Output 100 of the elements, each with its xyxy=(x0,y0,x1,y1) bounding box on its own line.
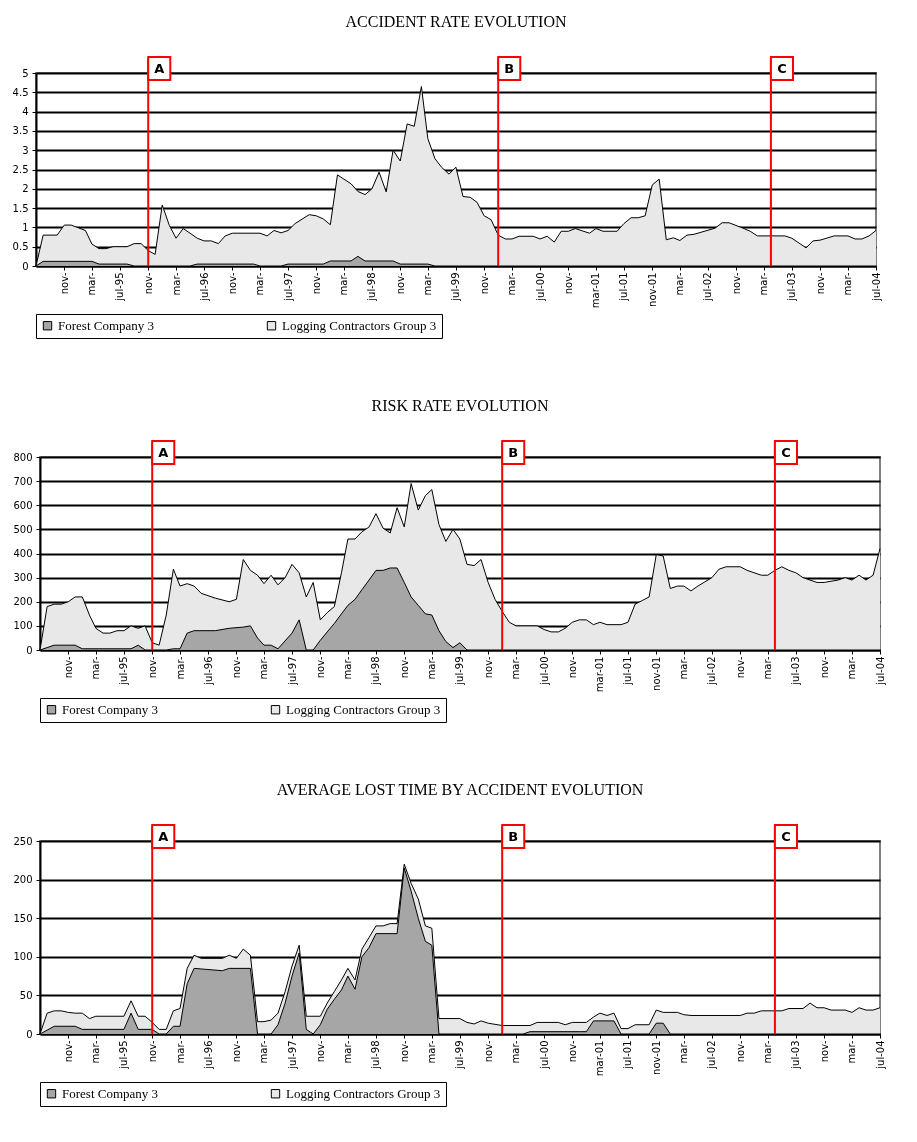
y-tick-label: 500 xyxy=(13,523,33,535)
x-tick-label: nov- xyxy=(482,1040,494,1063)
chart-title: ACCIDENT RATE EVOLUTION xyxy=(345,13,567,30)
ref-line-label: A xyxy=(158,445,169,460)
x-tick-label: mar- xyxy=(674,272,686,296)
x-tick-label: mar- xyxy=(342,656,354,680)
chart-title: RISK RATE EVOLUTION xyxy=(371,397,549,414)
x-tick-label: jul-03 xyxy=(786,272,798,302)
x-tick-label: mar-01 xyxy=(590,272,602,309)
x-tick-label: mar- xyxy=(510,1040,522,1064)
x-tick-label: nov- xyxy=(566,1040,578,1063)
x-tick-label: mar- xyxy=(426,656,438,680)
x-tick-label: nov- xyxy=(398,656,410,679)
x-tick-label: nov- xyxy=(230,1040,242,1063)
x-tick-label: nov- xyxy=(226,272,238,295)
x-tick-label: mar- xyxy=(846,656,858,680)
x-tick-label: mar- xyxy=(90,656,102,680)
x-tick-label: jul-95 xyxy=(118,656,130,686)
y-tick-label: 1 xyxy=(22,221,29,233)
y-tick-label: 100 xyxy=(13,620,33,632)
ref-line-label: A xyxy=(154,61,165,76)
x-tick-label: nov- xyxy=(566,656,578,679)
y-tick-label: 600 xyxy=(13,499,33,511)
x-tick-label: jul-02 xyxy=(702,272,714,302)
x-tick-label: jul-98 xyxy=(370,656,382,686)
x-tick-label: jul-01 xyxy=(622,656,634,686)
y-tick-label: 4 xyxy=(22,106,29,118)
x-tick-label: mar-01 xyxy=(594,656,606,693)
x-tick-label: nov- xyxy=(734,656,746,679)
x-tick-label: nov- xyxy=(310,272,322,295)
x-tick-label: jul-97 xyxy=(286,1040,298,1070)
x-tick-label: jul-98 xyxy=(370,1040,382,1070)
y-tick-label: 50 xyxy=(19,989,33,1001)
x-tick-label: mar- xyxy=(174,1040,186,1064)
x-tick-label: mar- xyxy=(846,1040,858,1064)
y-tick-label: 0.5 xyxy=(12,241,29,253)
y-tick-label: 2 xyxy=(22,183,29,195)
y-tick-label: 100 xyxy=(13,951,33,963)
x-tick-label: nov- xyxy=(58,272,70,295)
x-tick-label: nov- xyxy=(146,1040,158,1063)
y-tick-label: 250 xyxy=(13,835,33,847)
y-tick-label: 3 xyxy=(22,144,29,156)
x-tick-label: jul-04 xyxy=(870,272,882,302)
x-tick-label: nov- xyxy=(818,1040,830,1063)
x-tick-label: jul-04 xyxy=(874,1040,886,1070)
y-tick-label: 5 xyxy=(22,67,29,79)
x-tick-label: jul-99 xyxy=(454,656,466,686)
x-tick-label: mar- xyxy=(86,272,98,296)
legend-label: Forest Company 3 xyxy=(62,701,159,717)
x-tick-label: mar- xyxy=(338,272,350,296)
x-tick-label: nov- xyxy=(398,1040,410,1063)
y-tick-label: 1.5 xyxy=(12,202,29,214)
y-tick-label: 150 xyxy=(13,912,33,924)
x-tick-label: nov- xyxy=(230,656,242,679)
ref-line-label: C xyxy=(781,445,791,460)
x-tick-label: mar- xyxy=(258,1040,270,1064)
legend-label: Logging Contractors Group 3 xyxy=(286,701,441,717)
x-tick-label: nov- xyxy=(478,272,490,295)
x-tick-label: nov- xyxy=(818,656,830,679)
ref-line-label: B xyxy=(504,61,515,76)
legend-label: Forest Company 3 xyxy=(58,317,155,333)
x-tick-label: mar- xyxy=(90,1040,102,1064)
x-tick-label: jul-04 xyxy=(874,656,886,686)
x-tick-label: nov- xyxy=(62,656,74,679)
x-tick-label: jul-00 xyxy=(538,1040,550,1070)
y-tick-label: 200 xyxy=(13,874,33,886)
ref-line-label: C xyxy=(781,829,791,844)
x-tick-label: mar- xyxy=(762,656,774,680)
legend-label: Forest Company 3 xyxy=(62,1085,159,1101)
y-tick-label: 700 xyxy=(13,475,33,487)
ref-line-label: B xyxy=(508,445,519,460)
x-tick-label: mar- xyxy=(842,272,854,296)
x-tick-label: jul-01 xyxy=(622,1040,634,1070)
y-tick-label: 0 xyxy=(26,1028,33,1040)
x-tick-label: mar- xyxy=(342,1040,354,1064)
x-tick-label: jul-02 xyxy=(706,656,718,686)
x-tick-label: nov- xyxy=(142,272,154,295)
x-tick-label: mar- xyxy=(678,1040,690,1064)
x-tick-label: jul-99 xyxy=(450,272,462,302)
y-tick-label: 800 xyxy=(13,451,33,463)
x-tick-label: nov- xyxy=(814,272,826,295)
ref-line-label: C xyxy=(777,61,787,76)
x-tick-label: jul-98 xyxy=(366,272,378,302)
x-tick-label: jul-03 xyxy=(790,656,802,686)
x-tick-label: jul-02 xyxy=(706,1040,718,1070)
x-tick-label: nov- xyxy=(562,272,574,295)
x-tick-label: nov-01 xyxy=(650,656,662,691)
x-tick-label: nov- xyxy=(146,656,158,679)
y-tick-label: 200 xyxy=(13,596,33,608)
x-tick-label: mar- xyxy=(506,272,518,296)
x-tick-label: nov- xyxy=(734,1040,746,1063)
legend-label: Logging Contractors Group 3 xyxy=(286,1085,441,1101)
x-tick-label: nov- xyxy=(394,272,406,295)
x-tick-label: nov- xyxy=(314,1040,326,1063)
y-tick-label: 0 xyxy=(22,260,29,272)
y-tick-label: 300 xyxy=(13,572,33,584)
x-tick-label: jul-99 xyxy=(454,1040,466,1070)
ref-line-label: B xyxy=(508,829,519,844)
x-tick-label: jul-96 xyxy=(202,656,214,686)
y-tick-label: 400 xyxy=(13,548,33,559)
